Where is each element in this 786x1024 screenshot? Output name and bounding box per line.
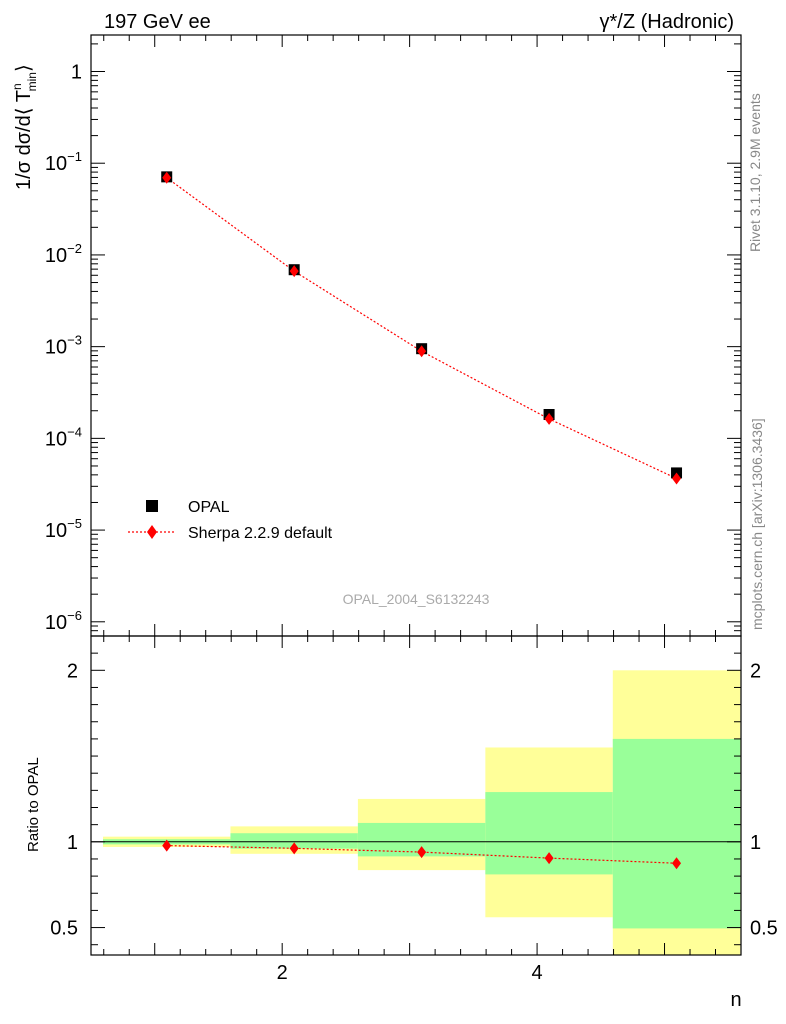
ratio-frame	[90, 635, 742, 956]
analysis-watermark: OPAL_2004_S6132243	[343, 591, 490, 607]
ratio-sherpa-point	[672, 857, 682, 870]
ratio-y-tick-label: 0.5	[50, 918, 78, 940]
sherpa-point	[289, 265, 299, 278]
sherpa-point	[672, 472, 682, 485]
x-tick-label: 2	[277, 962, 288, 984]
sherpa-point	[544, 412, 554, 425]
sherpa-line	[166, 177, 677, 480]
y-tick-label: 10−6	[45, 608, 82, 634]
rivet-label: Rivet 3.1.10, 2.9M events	[747, 93, 763, 252]
y-tick-label: 10−5	[45, 516, 82, 542]
ratio-y-tick-label-right: 2	[750, 660, 761, 682]
mcplots-label: mcplots.cern.ch [arXiv:1306.3436]	[749, 418, 765, 630]
ratio-sherpa-point	[162, 839, 172, 852]
ratio-y-tick-label-right: 0.5	[750, 918, 778, 940]
legend: OPAL Sherpa 2.2.9 default	[128, 499, 333, 542]
main-panel: 10−6 10−5 10−4 10−3 10−2 10−1 1	[45, 34, 742, 637]
y-tick-label: 1	[71, 61, 82, 83]
ratio-sherpa-point	[289, 842, 299, 855]
ratio-y-tick-label: 2	[67, 660, 78, 682]
ratio-sherpa-point	[417, 846, 427, 859]
y-tick-label: 10−3	[45, 333, 82, 359]
ratio-y-tick-label: 1	[67, 832, 78, 854]
legend-opal-label: OPAL	[188, 499, 230, 516]
main-frame	[90, 34, 742, 637]
ratio-panel: 2 4 0.5 0.5 1 1 2 2	[50, 635, 778, 984]
ratio-y-tick-label-right: 1	[750, 832, 761, 854]
ratio-sherpa-line	[166, 844, 677, 864]
ratio-ylabel: Ratio to OPAL	[25, 757, 42, 852]
main-ylabel: 1/σ dσ/d⟨ Tnmin⟩	[10, 64, 39, 190]
y-tick-label: 10−4	[45, 424, 82, 450]
y-tick-label: 10−2	[45, 241, 82, 267]
legend-opal-marker	[146, 500, 158, 512]
ratio-sherpa-point	[544, 852, 554, 865]
legend-sherpa-marker	[147, 525, 157, 539]
xlabel: n	[730, 989, 741, 1011]
header-right: γ*/Z (Hadronic)	[600, 11, 734, 33]
legend-sherpa-label: Sherpa 2.2.9 default	[188, 525, 333, 542]
ratio-band-green-5	[612, 738, 741, 929]
x-tick-label: 4	[532, 962, 543, 984]
ratio-band-green-2	[230, 833, 358, 849]
sherpa-point	[162, 171, 172, 184]
sherpa-point	[417, 345, 427, 358]
header-left: 197 GeV ee	[104, 11, 211, 33]
y-tick-label: 10−1	[45, 149, 82, 175]
